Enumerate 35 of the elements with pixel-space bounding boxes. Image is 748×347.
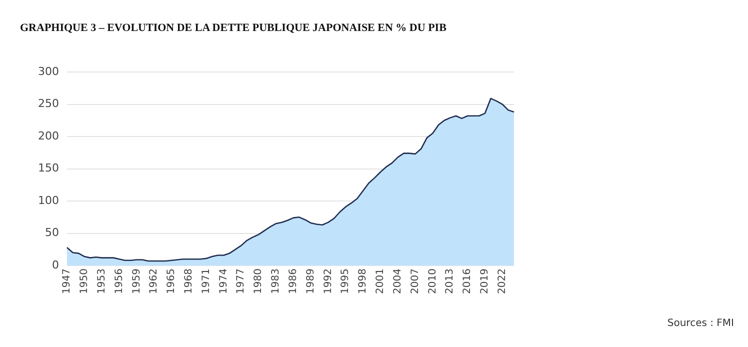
chart-title: GRAPHIQUE 3 – EVOLUTION DE LA DETTE PUBLIQUE JAPONAISE EN % DU PIB [20, 22, 446, 34]
x-tick-label: 2013 [444, 268, 456, 294]
y-tick-label: 200 [38, 129, 59, 142]
x-tick-label: 1998 [358, 268, 369, 294]
x-tick-label: 2016 [462, 268, 474, 294]
x-tick-label: 1977 [236, 268, 247, 294]
x-tick-label: 2019 [480, 268, 491, 294]
x-tick-label: 1986 [288, 268, 299, 294]
y-tick-label: 100 [38, 194, 59, 207]
x-tick-label: 2001 [375, 268, 386, 294]
y-tick-label: 150 [38, 162, 59, 175]
x-tick-label: 1980 [253, 268, 264, 294]
x-tick-label: 1971 [200, 268, 212, 294]
x-tick-label: 1968 [184, 268, 194, 294]
y-tick-label: 300 [38, 64, 59, 78]
x-tick-label: 2004 [392, 268, 404, 294]
y-tick-label: 250 [38, 97, 59, 110]
x-tick-label: 1950 [79, 268, 90, 294]
x-tick-label: 1956 [114, 268, 125, 294]
x-tick-label: 1992 [322, 268, 334, 294]
x-tick-label: 2010 [427, 268, 438, 294]
x-tick-label: 1953 [96, 268, 108, 294]
source-note: Sources : FMI [667, 318, 734, 329]
x-tick-label: 1989 [305, 268, 316, 294]
y-tick-label: 0 [52, 258, 59, 272]
x-tick-label: 2022 [496, 268, 508, 294]
x-tick-label: 1995 [340, 268, 352, 294]
x-tick-label: 1947 [62, 268, 73, 294]
x-tick-label: 1959 [131, 268, 142, 294]
x-tick-label: 1983 [270, 268, 282, 294]
x-tick-label: 1965 [166, 268, 178, 294]
y-tick-label: 50 [44, 226, 59, 240]
x-tick-label: 1974 [218, 268, 230, 294]
x-tick-label: 1962 [148, 268, 160, 294]
x-tick-label: 2007 [410, 268, 421, 294]
